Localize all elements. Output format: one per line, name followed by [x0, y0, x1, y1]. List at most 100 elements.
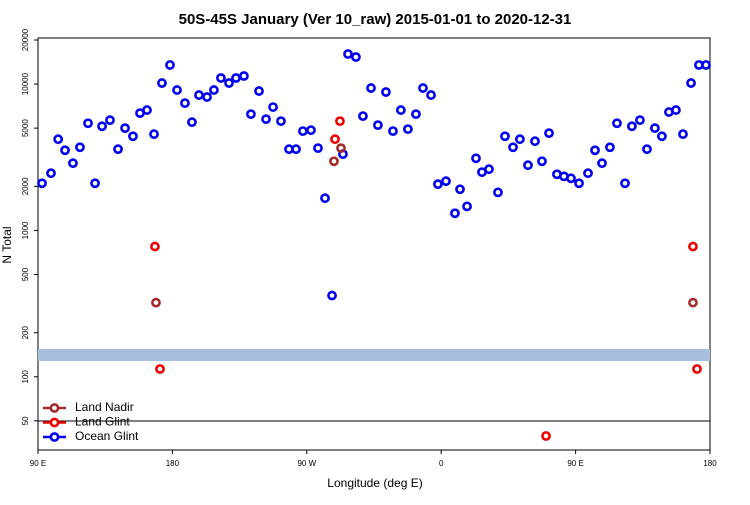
- point: [402, 124, 413, 135]
- point: [276, 116, 286, 127]
- point: [231, 73, 241, 83]
- point: [298, 126, 308, 137]
- y-axis-label: N Total: [0, 226, 14, 263]
- point: [60, 145, 70, 156]
- point: [239, 71, 249, 81]
- point: [172, 85, 182, 95]
- x-tick-label: 180: [703, 459, 717, 468]
- point: [455, 184, 465, 195]
- point: [433, 179, 443, 190]
- point: [327, 290, 337, 301]
- point: [686, 78, 696, 88]
- point: [605, 142, 615, 153]
- point: [441, 176, 451, 187]
- point: [612, 118, 622, 129]
- point: [471, 153, 481, 164]
- point: [426, 90, 436, 100]
- point: [462, 201, 472, 212]
- point: [508, 142, 518, 153]
- point: [500, 131, 510, 142]
- shaded-band: [38, 348, 710, 362]
- legend-label: Land Nadir: [75, 400, 134, 414]
- point: [157, 78, 167, 88]
- point: [484, 164, 494, 175]
- point: [450, 208, 460, 219]
- point: [291, 144, 301, 155]
- point: [688, 241, 698, 252]
- y-tick-label: 100: [21, 370, 30, 384]
- point: [194, 90, 204, 100]
- point: [120, 123, 130, 134]
- y-tick-label: 500: [21, 267, 30, 281]
- legend-marker: [49, 432, 60, 442]
- legend-marker: [49, 403, 60, 413]
- point: [165, 60, 175, 70]
- point: [180, 98, 190, 109]
- x-tick-label: 90 E: [30, 459, 46, 468]
- point: [254, 86, 264, 96]
- y-tick-label: 20000: [21, 28, 30, 51]
- point: [149, 129, 159, 140]
- y-tick-label: 10000: [21, 72, 30, 95]
- x-tick-label: 0: [439, 459, 444, 468]
- point: [541, 431, 551, 441]
- point: [83, 118, 93, 129]
- point: [620, 178, 630, 189]
- point: [626, 121, 637, 132]
- point: [320, 193, 330, 204]
- point: [678, 129, 688, 140]
- point: [372, 120, 383, 131]
- legend-label: Ocean Glint: [75, 429, 139, 443]
- point: [358, 111, 368, 122]
- point: [544, 128, 554, 139]
- point: [537, 156, 547, 167]
- point: [335, 116, 345, 127]
- x-axis-label: Longitude (deg E): [327, 476, 422, 490]
- point: [313, 143, 323, 154]
- point: [493, 187, 503, 198]
- point: [642, 144, 652, 155]
- point: [150, 241, 160, 252]
- point: [395, 105, 406, 115]
- y-tick-label: 200: [21, 325, 30, 339]
- x-tick-label: 90 W: [297, 459, 316, 468]
- point: [75, 142, 85, 153]
- point: [261, 114, 271, 125]
- y-tick-label: 2000: [21, 177, 30, 195]
- x-tick-label: 180: [166, 459, 180, 468]
- point: [530, 136, 540, 147]
- point: [155, 364, 165, 374]
- point: [216, 73, 226, 83]
- point: [514, 134, 525, 145]
- point: [701, 60, 711, 70]
- point: [597, 158, 607, 169]
- point: [187, 117, 197, 128]
- point: [151, 297, 161, 308]
- point: [649, 123, 660, 134]
- point: [46, 168, 56, 179]
- point: [574, 178, 584, 189]
- point: [97, 121, 107, 132]
- point: [657, 131, 667, 142]
- point: [523, 160, 533, 171]
- point: [343, 49, 353, 59]
- y-tick-label: 50: [21, 416, 30, 425]
- point: [53, 134, 64, 145]
- point: [388, 126, 398, 137]
- point: [306, 125, 316, 136]
- point: [688, 297, 698, 308]
- point: [411, 109, 421, 120]
- point: [330, 134, 340, 145]
- point: [635, 115, 645, 126]
- point: [142, 105, 152, 115]
- point: [113, 144, 123, 155]
- point: [566, 173, 576, 184]
- x-tick-label: 90 E: [567, 459, 583, 468]
- point: [68, 158, 78, 169]
- point: [128, 131, 138, 142]
- y-tick-label: 1000: [21, 221, 30, 239]
- point: [366, 83, 376, 93]
- y-tick-label: 5000: [21, 119, 30, 137]
- point: [671, 105, 681, 115]
